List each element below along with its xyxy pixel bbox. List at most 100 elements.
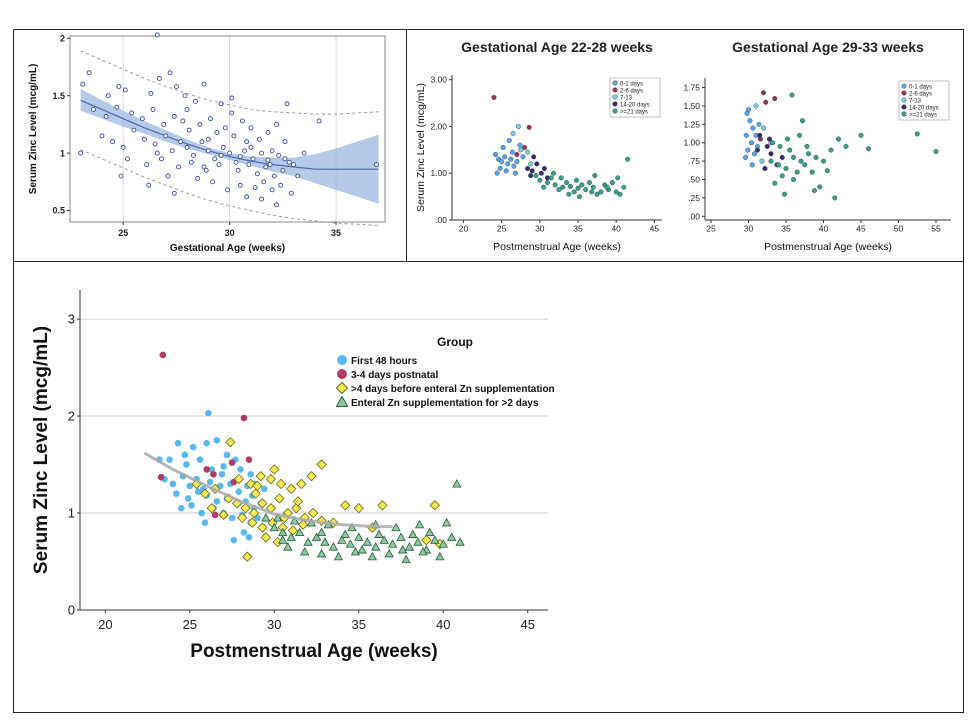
data-point [345,539,356,548]
data-point [229,110,235,116]
data-point [429,500,440,511]
data-point [357,545,367,554]
data-point [146,182,152,188]
data-point [560,184,566,190]
data-point [518,147,524,153]
legend-marker [901,104,907,110]
data-point [186,127,192,133]
data-point [265,157,271,163]
data-point [503,168,509,174]
data-point [201,164,207,170]
data-point [362,537,372,546]
data-point [237,466,244,473]
data-point [528,161,534,167]
data-point [180,118,186,124]
data-point [767,136,773,142]
x-tick-label: 30 [267,617,281,632]
data-point [210,179,216,185]
data-point [129,110,135,116]
data-point [447,532,457,541]
data-point [284,101,290,107]
legend-marker [901,83,907,89]
data-point [558,175,564,181]
data-point [566,191,572,197]
data-point [541,184,547,190]
prediction-upper-line [80,50,379,115]
data-point [817,184,823,190]
data-point [178,139,184,145]
data-point [770,140,776,146]
data-point [413,537,423,546]
data-point [791,154,797,160]
data-point [247,470,254,478]
data-point [291,162,296,168]
data-point [218,509,229,521]
data-point [182,93,188,99]
data-point [163,133,169,139]
data-point [749,162,755,168]
y-tick-label: 3.00 [430,75,447,85]
data-point [244,139,250,145]
data-point [237,512,248,524]
data-point [752,151,758,157]
data-point [354,532,364,541]
legend-entry: 7-13 [909,99,922,105]
data-point [809,169,815,175]
data-point [785,136,791,142]
data-point [239,118,245,124]
data-point [296,478,307,490]
x-tick-label: 35 [352,617,366,632]
data-point [551,170,557,176]
data-point [804,143,810,149]
data-point [254,171,260,177]
data-point [252,480,263,492]
data-point [800,118,806,124]
y-tick-label: 1.00 [430,168,447,178]
data-point [538,170,544,176]
data-point [577,194,583,200]
data-point [335,395,349,407]
data-point [548,175,554,181]
data-point [283,542,293,551]
data-point [438,539,448,548]
data-point [181,451,189,459]
legend-entry: >=21 days [909,113,937,119]
data-point [166,456,173,463]
data-point [791,177,797,183]
data-point [387,539,398,548]
data-point [525,149,531,155]
data-point [514,152,520,158]
data-point [183,461,190,468]
data-point [161,121,167,127]
data-point [228,459,236,466]
data-point [761,125,767,131]
data-point [154,32,160,38]
data-point [621,184,627,190]
data-point [165,173,171,179]
data-point [203,167,209,173]
data-point [205,409,212,417]
data-point [505,161,511,167]
data-point [199,488,211,499]
y-tick-label: 1.75 [683,83,700,93]
data-point [294,527,305,537]
data-point [194,488,202,495]
data-point [590,184,596,190]
data-point [798,158,804,164]
data-point [261,179,267,185]
data-point [311,532,322,541]
data-point [223,451,231,459]
data-point [772,180,778,186]
data-point [794,169,800,175]
data-point [509,149,515,155]
data-point [914,131,920,137]
data-point [203,466,211,473]
data-point [779,173,785,179]
legend-entry: 14-20 days [909,106,939,112]
data-point [288,190,294,196]
data-point [205,136,211,142]
y-axis-label: Serum Zinc Level (mcg/mL) [31,326,52,574]
data-point [537,177,543,183]
data-point [80,81,86,87]
data-point [295,173,301,179]
